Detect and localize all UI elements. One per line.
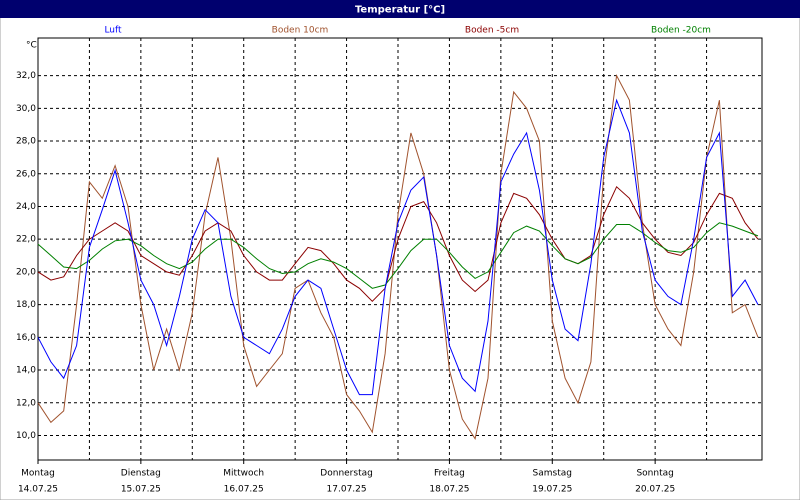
- x-tick-label: Mittwoch: [223, 469, 264, 479]
- y-tick-label: 18,0: [16, 300, 36, 310]
- x-tick-date: 15.07.25: [121, 485, 161, 495]
- y-tick-label: 14,0: [16, 366, 36, 376]
- plot-frame: [37, 37, 763, 461]
- legend-label: Boden -20cm: [651, 26, 711, 36]
- series-line: [37, 222, 759, 289]
- y-tick-label: 20,0: [16, 267, 36, 277]
- y-tick-label: 28,0: [16, 137, 36, 147]
- series-line: [37, 73, 759, 440]
- x-tick-date: 16.07.25: [224, 485, 264, 495]
- y-tick-label: 30,0: [16, 104, 36, 114]
- y-tick-label: 32,0: [16, 71, 36, 81]
- y-axis-label: °C: [26, 41, 37, 51]
- x-tick-date: 19.07.25: [532, 485, 572, 495]
- legend-label: Boden 10cm: [272, 26, 329, 36]
- x-tick-label: Samstag: [533, 469, 572, 479]
- x-tick-label: Montag: [21, 469, 55, 479]
- x-tick-label: Sonntag: [636, 469, 673, 479]
- series-line: [37, 185, 759, 303]
- legend-label: Luft: [104, 26, 122, 36]
- y-tick-label: 16,0: [16, 333, 36, 343]
- x-tick-label: Dienstag: [121, 469, 161, 479]
- y-tick-label: 10,0: [16, 431, 36, 441]
- y-tick-label: 22,0: [16, 235, 36, 245]
- x-tick-date: 18.07.25: [429, 485, 469, 495]
- x-tick-date: 20.07.25: [635, 485, 675, 495]
- y-tick-label: 26,0: [16, 169, 36, 179]
- x-tick-date: 17.07.25: [327, 485, 367, 495]
- y-tick-label: 24,0: [16, 202, 36, 212]
- x-tick-date: 14.07.25: [18, 485, 58, 495]
- chart-title: Temperatur [°C]: [355, 5, 445, 16]
- y-tick-label: 12,0: [16, 398, 36, 408]
- x-tick-label: Donnerstag: [320, 469, 373, 479]
- title-bar: [0, 0, 800, 18]
- series-line: [37, 98, 759, 396]
- x-tick-label: Freitag: [434, 469, 465, 479]
- legend-label: Boden -5cm: [465, 26, 519, 36]
